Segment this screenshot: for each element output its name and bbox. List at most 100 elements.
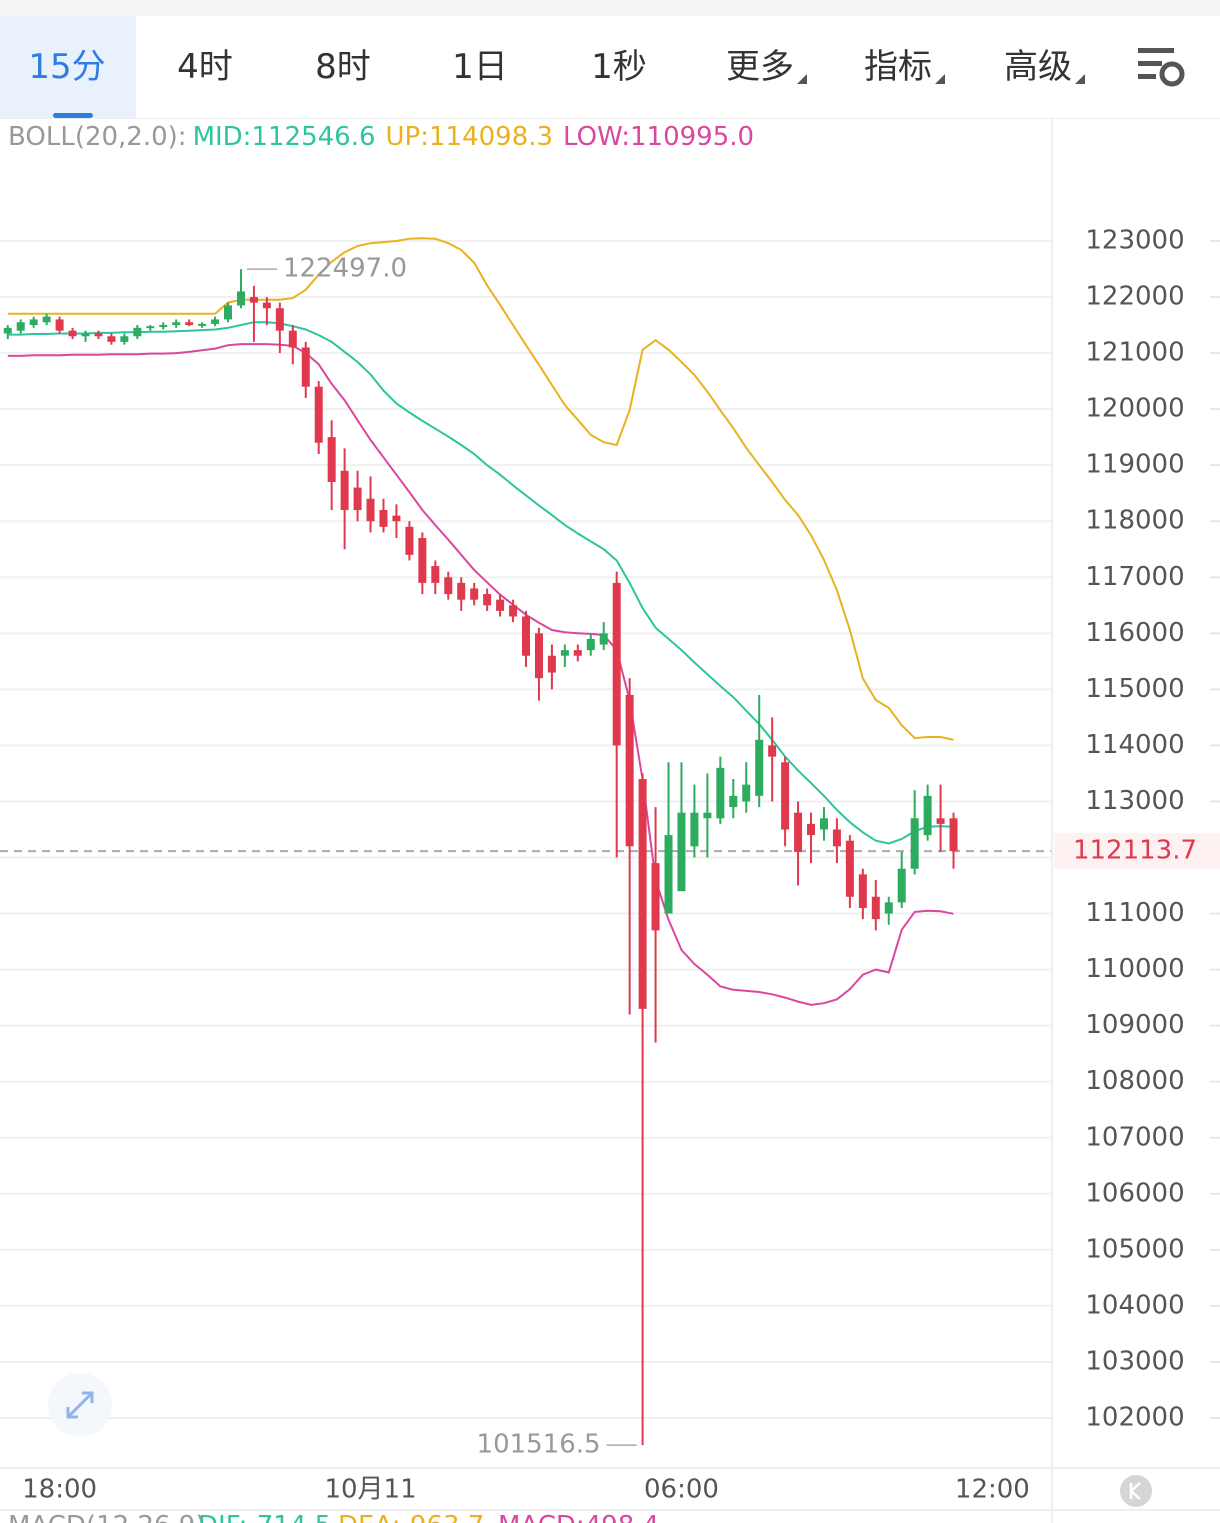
y-tick-label: 106000 [1085,1178,1184,1208]
candle-body [573,650,582,656]
candle-body [832,829,841,847]
x-tick-label: 18:00 [22,1475,97,1505]
y-tick-label: 120000 [1085,394,1184,424]
candle-body [664,835,673,914]
candle-body [120,336,129,342]
candle-body [418,538,427,583]
y-tick-label: 108000 [1085,1066,1184,1096]
interval-tab[interactable]: 4时 [177,47,233,87]
candle-body [768,745,777,757]
candle-body [729,795,738,808]
candle-body [236,291,245,306]
candle-body [845,840,854,897]
candle-body [807,823,816,836]
candle-body [159,325,168,328]
last-price-label: 112113.7 [1073,836,1197,866]
candle-body [262,302,271,309]
candle-body [366,498,375,522]
y-tick-label: 118000 [1085,506,1184,536]
candle-body [224,305,233,320]
interval-tab[interactable]: 8时 [315,47,371,87]
candle-body [871,896,880,920]
candle-body [172,322,181,326]
y-tick-label: 116000 [1085,618,1184,648]
candle-body [522,616,530,656]
scroll-end-button[interactable] [1120,1475,1152,1507]
macd-legend: DEA:-963.7 [338,1511,484,1523]
candle-body [81,333,90,337]
x-tick-label: 12:00 [955,1475,1030,1505]
y-tick-label: 122000 [1085,282,1184,312]
candle-body [651,863,660,931]
last-price-box [1054,833,1220,870]
candle-body [703,812,712,819]
candle-body [198,323,207,326]
legend-entry: LOW:110995.0 [563,122,755,152]
interval-tab[interactable]: 15分 [0,16,136,118]
expand-icon [66,1391,94,1419]
candle-body [819,818,828,830]
y-tick-label: 105000 [1085,1234,1184,1264]
candle-body [392,515,401,522]
candle-body [42,316,51,323]
candle-body [677,812,686,892]
y-tick-label: 102000 [1085,1403,1184,1433]
interval-tab[interactable]: 指标 [829,16,967,118]
candle-body [534,633,543,679]
candle-body [923,795,932,836]
y-tick-label: 113000 [1085,786,1184,816]
icon-gear [1159,61,1185,87]
candle-body [301,347,310,387]
scroll-end-icon [1129,1482,1141,1500]
candle-body [405,526,414,555]
candle-body [496,599,505,611]
y-tick-label: 110000 [1085,954,1184,984]
y-tick-label: 107000 [1085,1122,1184,1152]
candle-body [690,812,699,847]
candle-body [444,577,453,595]
y-tick-label: 123000 [1085,225,1184,255]
candle-body [379,510,388,527]
candle-body [949,818,958,852]
candle-body [94,333,103,337]
interval-tab[interactable]: 更多 [691,16,829,118]
candle-body [560,650,569,656]
boll-line [7,343,954,1006]
icon-bar [1138,61,1162,66]
candle-body [742,784,751,802]
candle-body [897,868,906,903]
boll-legend: BOLL(20,2.0): MID:112546.6 UP:114098.3 LOW:… [8,118,764,158]
x-tick-label: 10月11 [324,1475,416,1505]
candle-body [858,874,867,908]
candle-body [625,694,634,847]
candle-body [353,487,362,511]
y-tick-label: 117000 [1085,562,1184,592]
settings-icon[interactable] [1136,44,1188,90]
candle-body [884,902,893,914]
indicator-name: BOLL(20,2.0): [8,122,187,152]
boll-line [7,321,954,845]
boll-line [7,237,954,741]
candle-body [755,739,764,796]
y-tick-label: 121000 [1085,338,1184,368]
candle-body [275,308,284,331]
interval-tab[interactable]: 1日 [452,47,508,87]
candle-body [16,322,25,331]
candle-body [431,566,440,583]
y-tick-label: 115000 [1085,674,1184,704]
candle-body [936,818,945,824]
candle-body [483,594,492,606]
interval-tabs: 15分 4时 8时 1日 1秒 更多 指标 高级 [0,16,1220,119]
candle-body [68,330,77,337]
candle-body [716,767,725,819]
legend-entry: UP:114098.3 [385,122,554,152]
candle-body [599,633,608,645]
status-strip [0,0,1220,16]
candle-body [470,588,479,600]
y-tick-label: 114000 [1085,730,1184,760]
interval-tab[interactable]: 1秒 [591,47,647,87]
candle-body [781,762,790,830]
interval-tab[interactable]: 高级 [969,16,1107,118]
